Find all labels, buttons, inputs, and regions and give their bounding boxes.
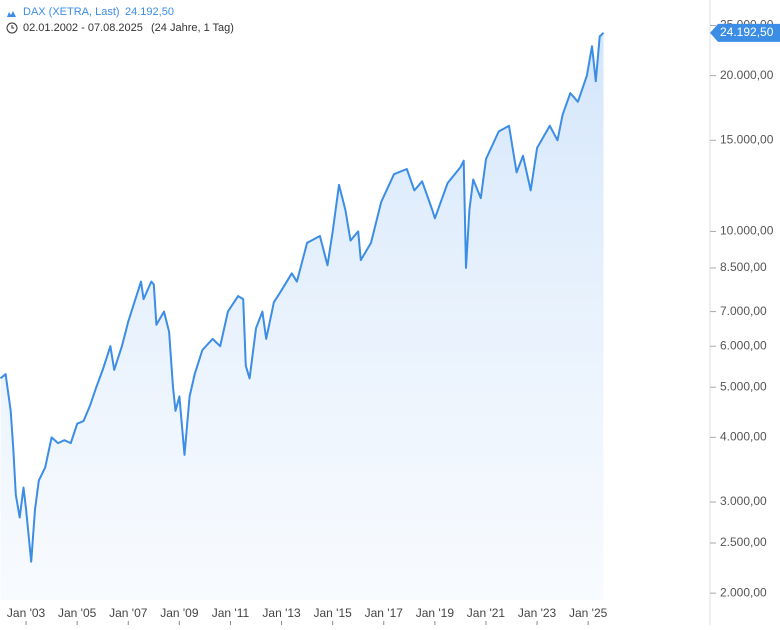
y-tick-label: 3.000,00 bbox=[720, 494, 767, 508]
y-tick-label: 2.000,00 bbox=[720, 585, 767, 599]
x-tick-label: Jan '09 bbox=[160, 606, 199, 620]
y-tick-label: 20.000,00 bbox=[720, 68, 774, 82]
clock-icon bbox=[6, 22, 18, 34]
x-tick-label: Jan '07 bbox=[109, 606, 148, 620]
x-tick-label: Jan '13 bbox=[262, 606, 301, 620]
x-tick-label: Jan '05 bbox=[58, 606, 97, 620]
last-price-badge-label: 24.192,50 bbox=[720, 25, 774, 39]
y-tick-label: 15.000,00 bbox=[720, 132, 774, 146]
x-tick-label: Jan '03 bbox=[7, 606, 46, 620]
date-range: 02.01.2002 - 07.08.2025 bbox=[23, 22, 143, 34]
y-tick-label: 4.000,00 bbox=[720, 430, 767, 444]
date-span: (24 Jahre, 1 Tag) bbox=[151, 22, 234, 34]
x-tick-label: Jan '25 bbox=[569, 606, 608, 620]
y-tick-label: 8.500,00 bbox=[720, 260, 767, 274]
y-tick-label: 7.000,00 bbox=[720, 304, 767, 318]
clock-hands bbox=[11, 25, 14, 29]
y-tick-label: 2.500,00 bbox=[720, 535, 767, 549]
y-tick-label: 10.000,00 bbox=[720, 224, 774, 238]
x-tick-label: Jan '17 bbox=[365, 606, 404, 620]
last-price: 24.192,50 bbox=[125, 6, 174, 18]
instrument-icon bbox=[7, 11, 16, 17]
area-fill bbox=[0, 32, 604, 600]
x-tick-label: Jan '11 bbox=[212, 606, 250, 620]
x-tick-label: Jan '15 bbox=[313, 606, 352, 620]
x-tick-label: Jan '19 bbox=[416, 606, 455, 620]
last-price-badge bbox=[710, 23, 780, 42]
y-tick-label: 5.000,00 bbox=[720, 379, 767, 393]
price-line bbox=[0, 32, 605, 563]
instrument-name: DAX (XETRA, Last) bbox=[23, 6, 120, 18]
y-tick-label: 6.000,00 bbox=[720, 338, 767, 352]
x-tick-label: Jan '21 bbox=[467, 606, 506, 620]
x-tick-label: Jan '23 bbox=[518, 606, 557, 620]
